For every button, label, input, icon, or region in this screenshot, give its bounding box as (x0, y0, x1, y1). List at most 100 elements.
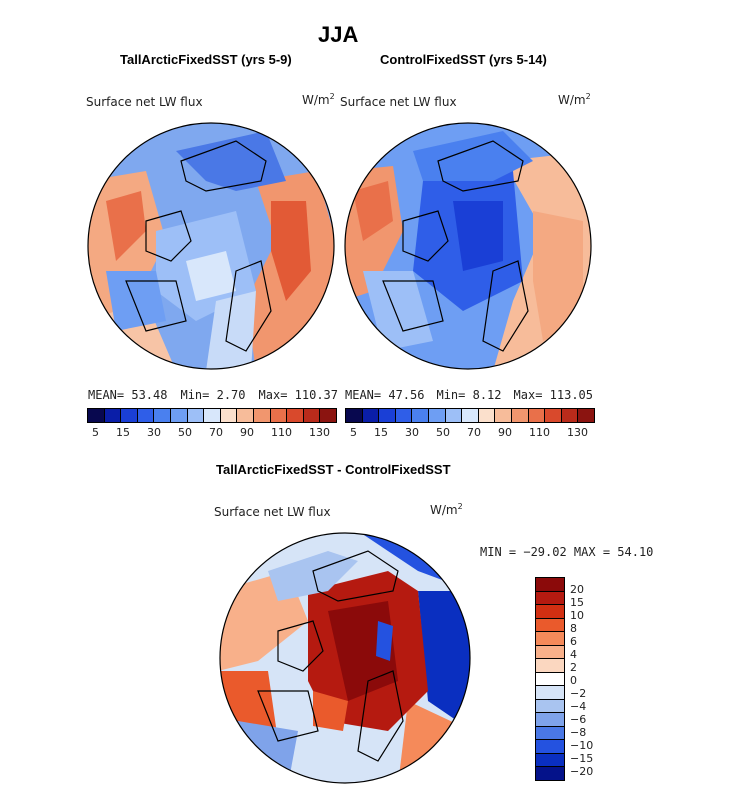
panel1-colorbar-ticks: 5 15 30 50 70 90 110 130 (92, 426, 330, 439)
panel1-colorbar-swatch (154, 409, 171, 422)
panel3-colorbar-swatch (536, 605, 564, 619)
panel1-colorbar-swatch (303, 409, 321, 422)
panel1-colorbar-tick: 50 (178, 426, 192, 439)
panel2-colorbar-tick: 130 (567, 426, 588, 439)
panel1-colorbar-tick: 5 (92, 426, 99, 439)
panel1-colorbar-swatch (170, 409, 188, 422)
panel3-colorbar-tick: −15 (570, 752, 594, 765)
panel1-title: TallArcticFixedSST (yrs 5-9) (120, 52, 292, 67)
panel1-stats: MEAN= 53.48 Min= 2.70 Max= 110.37 (88, 388, 338, 402)
panel2-field: Surface net LW flux (340, 95, 457, 109)
panel2-colorbar-tick: 5 (350, 426, 357, 439)
panel2-colorbar-tick: 50 (436, 426, 450, 439)
panel3-colorbar-tick: 2 (570, 661, 577, 674)
panel2-colorbar-swatch (561, 409, 579, 422)
panel3-colorbar-tick: 10 (570, 609, 584, 622)
panel2-colorbar-tick: 70 (467, 426, 481, 439)
panel3-colorbar-tick: 20 (570, 583, 584, 596)
panel1-colorbar-swatch (237, 409, 254, 422)
panel3-colorbar-tick: 4 (570, 648, 577, 661)
panel2-colorbar-swatch (478, 409, 496, 422)
panel3-colorbar-swatch (536, 618, 564, 633)
panel3-colorbar-tick: 15 (570, 596, 584, 609)
panel2-colorbar-swatch (445, 409, 463, 422)
panel3-colorbar-tick: −6 (570, 713, 587, 726)
panel3-colorbar-tick: −2 (570, 687, 587, 700)
panel2-colorbar-swatch (495, 409, 512, 422)
panel3-colorbar-tick: −10 (570, 739, 594, 752)
panel3-colorbar-swatch (536, 740, 564, 754)
panel3-colorbar-swatch (536, 672, 564, 687)
panel3-colorbar (535, 577, 565, 781)
panel1-colorbar (87, 408, 337, 423)
panel2-map (344, 122, 592, 370)
panel1-mean: MEAN= 53.48 (88, 388, 168, 402)
panel1-colorbar-tick: 90 (240, 426, 254, 439)
panel1-colorbar-swatch (88, 409, 105, 422)
panel1-units: W/m2 (302, 92, 335, 107)
panel3-colorbar-tick: −20 (570, 765, 594, 778)
panel1-min: Min= 2.70 (180, 388, 246, 402)
panel2-max: Max= 113.05 (513, 388, 593, 402)
panel2-title: ControlFixedSST (yrs 5-14) (380, 52, 547, 67)
panel1-colorbar-tick: 130 (309, 426, 330, 439)
panel1-colorbar-swatch (270, 409, 288, 422)
panel1-colorbar-swatch (253, 409, 271, 422)
panel3-field: Surface net LW flux (214, 505, 331, 519)
panel2-colorbar-swatch (395, 409, 413, 422)
panel3-units: W/m2 (430, 502, 463, 517)
panel1-field: Surface net LW flux (86, 95, 203, 109)
panel2-colorbar-swatch (428, 409, 446, 422)
panel2-colorbar-swatch (379, 409, 396, 422)
panel1-colorbar-swatch (137, 409, 155, 422)
panel2-colorbar-tick: 110 (529, 426, 550, 439)
panel3-colorbar-tick: 8 (570, 622, 577, 635)
panel2-colorbar (345, 408, 595, 423)
panel2-units: W/m2 (558, 92, 591, 107)
panel2-colorbar-swatch (511, 409, 529, 422)
panel2-colorbar-tick: 30 (405, 426, 419, 439)
panel3-colorbar-swatch (536, 699, 564, 714)
panel1-colorbar-swatch (204, 409, 221, 422)
panel2-colorbar-tick: 90 (498, 426, 512, 439)
panel1-map (87, 122, 335, 370)
panel1-max: Max= 110.37 (258, 388, 338, 402)
panel1-colorbar-tick: 15 (116, 426, 130, 439)
panel1-colorbar-swatch (320, 409, 336, 422)
panel2-colorbar-swatch (412, 409, 429, 422)
panel1-colorbar-swatch (121, 409, 138, 422)
panel3-map (219, 532, 471, 784)
panel3-colorbar-swatch (536, 767, 564, 780)
panel2-colorbar-swatch (462, 409, 479, 422)
panel3-range: MIN = −29.02 MAX = 54.10 (480, 545, 654, 559)
panel3-colorbar-swatch (536, 686, 564, 700)
panel3-colorbar-swatch (536, 659, 564, 673)
panel1-colorbar-tick: 70 (209, 426, 223, 439)
panel2-colorbar-ticks: 5 15 30 50 70 90 110 130 (350, 426, 588, 439)
panel1-colorbar-swatch (220, 409, 238, 422)
panel2-colorbar-swatch (362, 409, 380, 422)
panel3-colorbar-ticks: 20 15 10 8 6 4 2 0 −2 −4 −6 −8 −10 −15 −20 (570, 583, 610, 778)
panel1-colorbar-tick: 30 (147, 426, 161, 439)
panel3-colorbar-tick: 0 (570, 674, 577, 687)
panel2-colorbar-swatch (346, 409, 363, 422)
panel3-colorbar-tick: 6 (570, 635, 577, 648)
panel3-colorbar-tick: −4 (570, 700, 587, 713)
panel2-mean: MEAN= 47.56 (345, 388, 425, 402)
panel3-colorbar-swatch (536, 713, 564, 727)
panel1-colorbar-swatch (187, 409, 205, 422)
panel3-title: TallArcticFixedSST - ControlFixedSST (216, 462, 451, 477)
panel2-colorbar-swatch (528, 409, 546, 422)
panel2-colorbar-swatch (545, 409, 562, 422)
panel2-colorbar-swatch (578, 409, 594, 422)
panel3-colorbar-swatch (536, 632, 564, 646)
figure-title: JJA (318, 22, 359, 47)
panel1-colorbar-swatch (104, 409, 122, 422)
panel3-colorbar-swatch (536, 591, 564, 606)
panel3-colorbar-swatch (536, 753, 564, 768)
panel2-colorbar-tick: 15 (374, 426, 388, 439)
panel3-colorbar-swatch (536, 578, 564, 592)
panel3-colorbar-swatch (536, 645, 564, 660)
panel1-colorbar-swatch (287, 409, 304, 422)
panel2-min: Min= 8.12 (436, 388, 502, 402)
